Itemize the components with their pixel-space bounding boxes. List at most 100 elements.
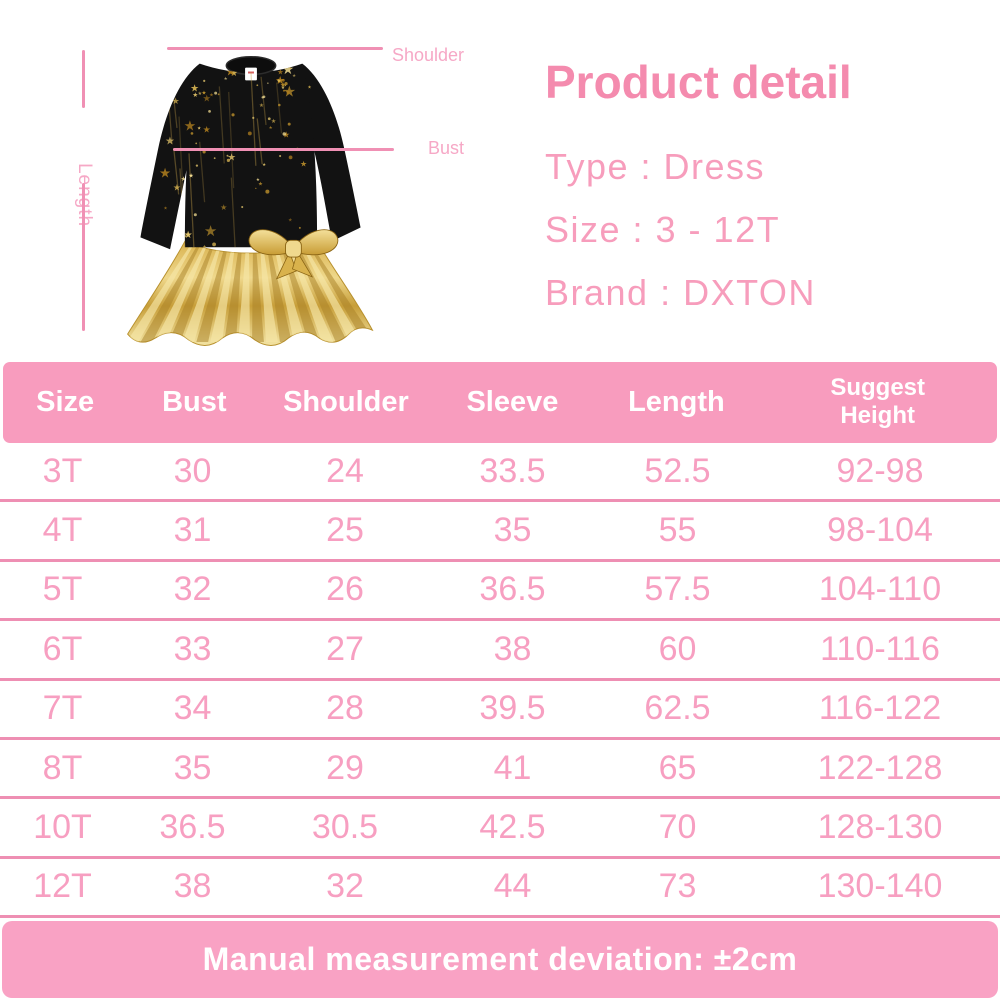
svg-text:★: ★ xyxy=(262,162,267,167)
table-cell: 92-98 xyxy=(836,451,924,490)
table-cell: 130-140 xyxy=(817,867,943,906)
product-type: Type : Dress xyxy=(545,146,766,187)
dress-sleeve-left xyxy=(140,63,200,250)
table-cell: 73 xyxy=(658,867,697,906)
svg-text:★: ★ xyxy=(203,93,212,104)
svg-text:★: ★ xyxy=(227,152,236,163)
table-cell: 35 xyxy=(493,511,532,550)
table-cell: 8T xyxy=(42,748,83,787)
product-brand: Brand : DXTON xyxy=(545,272,816,313)
table-cell: 122-128 xyxy=(817,748,943,787)
size-table-body: 3T 30 24 33.5 52.5 92-98 4T 31 25 35 55 98-104 5T 32 2… xyxy=(0,443,1000,919)
svg-text:★: ★ xyxy=(183,57,189,65)
svg-text:★: ★ xyxy=(176,230,181,236)
table-cell: 10T xyxy=(33,808,92,847)
dress-sleeve-right xyxy=(302,63,361,242)
table-cell: 98-104 xyxy=(827,511,933,550)
table-cell: 110-116 xyxy=(820,629,940,668)
table-cell: 24 xyxy=(326,451,364,490)
svg-text:★: ★ xyxy=(224,76,229,81)
table-row-7t: 7T 34 28 39.5 62.5 116-122 xyxy=(0,681,1000,740)
table-cell: 36.5 xyxy=(479,570,546,609)
length-line-top xyxy=(82,50,85,108)
measurement-deviation-note: Manual measurement deviation: ±2cm xyxy=(202,941,798,977)
table-cell: 38 xyxy=(173,867,212,906)
svg-text:★: ★ xyxy=(173,56,178,63)
svg-text:★: ★ xyxy=(163,70,171,80)
svg-text:★: ★ xyxy=(201,90,206,96)
table-cell: 55 xyxy=(658,511,697,550)
column-header-sleeve: Sleeve xyxy=(466,386,559,418)
dress-bodice xyxy=(184,63,318,248)
svg-text:★: ★ xyxy=(160,118,165,124)
svg-text:★: ★ xyxy=(197,125,201,130)
svg-text:★: ★ xyxy=(181,176,187,183)
svg-text:★: ★ xyxy=(281,57,294,73)
shoulder-measure-line xyxy=(167,47,383,50)
svg-text:★: ★ xyxy=(272,50,281,61)
svg-text:★: ★ xyxy=(259,102,264,109)
svg-text:★: ★ xyxy=(198,91,203,97)
footer-note-bar: Manual measurement deviation: ±2cm xyxy=(2,921,998,998)
dress-bow xyxy=(248,229,339,280)
column-header-length: Length xyxy=(628,386,725,418)
table-cell: 33.5 xyxy=(479,451,546,490)
table-cell: 60 xyxy=(658,629,697,668)
length-line-bottom xyxy=(82,183,85,331)
table-cell: 57.5 xyxy=(644,570,711,609)
svg-text:★: ★ xyxy=(177,81,181,86)
table-cell: 4T xyxy=(42,511,83,550)
svg-text:★: ★ xyxy=(292,73,297,79)
skirt-pleats xyxy=(127,245,373,342)
table-cell: 33 xyxy=(173,629,212,668)
svg-text:★: ★ xyxy=(300,160,307,169)
column-header-shoulder: Shoulder xyxy=(283,386,409,418)
table-cell: 52.5 xyxy=(644,451,711,490)
svg-text:★: ★ xyxy=(179,59,184,65)
table-row-5t: 5T 32 26 36.5 57.5 104-110 xyxy=(0,562,1000,622)
svg-text:★: ★ xyxy=(157,114,161,119)
table-cell: 34 xyxy=(173,689,212,728)
svg-text:★: ★ xyxy=(188,172,193,179)
table-cell: 128-130 xyxy=(817,808,943,847)
table-cell: 29 xyxy=(326,748,364,787)
svg-text:★: ★ xyxy=(203,124,211,134)
size-table-header: Size Bust Shoulder Sleeve Length Suggest Heig… xyxy=(3,362,997,443)
table-cell: 26 xyxy=(326,570,364,609)
table-cell: 5T xyxy=(42,570,83,609)
column-header-bust: Bust xyxy=(162,386,227,418)
table-cell: 104-110 xyxy=(818,570,942,609)
table-cell: 70 xyxy=(658,808,697,847)
bust-measure-line xyxy=(173,148,394,151)
svg-text:★: ★ xyxy=(164,206,169,211)
svg-text:★: ★ xyxy=(203,244,207,249)
table-cell: 6T xyxy=(42,629,83,668)
svg-text:★: ★ xyxy=(256,177,260,182)
table-cell: 28 xyxy=(326,689,364,728)
svg-text:★: ★ xyxy=(172,60,177,66)
bust-label: Bust xyxy=(428,138,465,158)
svg-text:★: ★ xyxy=(230,68,238,78)
svg-text:★: ★ xyxy=(209,92,214,98)
column-header-size: Size xyxy=(36,386,95,418)
table-row-4t: 4T 31 25 35 55 98-104 xyxy=(0,502,1000,562)
page-title: Product detail xyxy=(545,56,852,108)
table-cell: 41 xyxy=(493,748,532,787)
table-cell: 27 xyxy=(326,629,364,668)
table-row-6t: 6T 33 27 38 60 110-116 xyxy=(0,621,1000,681)
table-cell: 12T xyxy=(33,867,92,906)
table-cell: 25 xyxy=(326,511,364,550)
table-cell: 35 xyxy=(173,748,212,787)
svg-text:★: ★ xyxy=(225,65,236,79)
shoulder-label: Shoulder xyxy=(392,45,465,65)
svg-text:★: ★ xyxy=(258,182,263,188)
svg-text:★: ★ xyxy=(220,203,227,212)
table-cell: 32 xyxy=(173,570,212,609)
table-row-10t: 10T 36.5 30.5 42.5 70 128-130 xyxy=(0,799,1000,859)
table-cell: 44 xyxy=(493,867,532,906)
svg-text:★: ★ xyxy=(184,117,196,133)
svg-text:★: ★ xyxy=(277,68,284,77)
svg-text:★: ★ xyxy=(308,84,313,89)
dress-tag xyxy=(245,67,257,81)
